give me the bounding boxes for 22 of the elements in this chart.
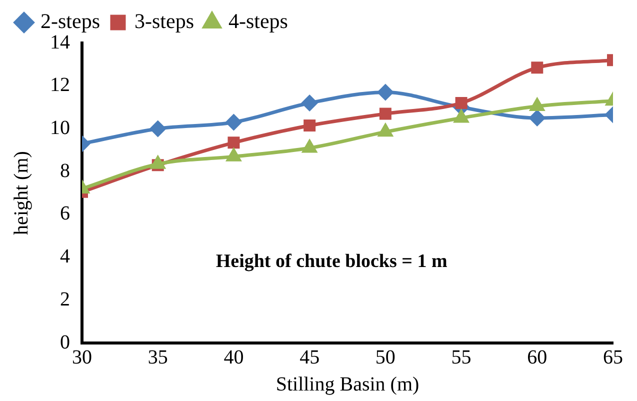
legend-label: 3-steps [134, 9, 194, 34]
x-tick-label: 35 [148, 346, 168, 368]
y-tick-label: 4 [60, 246, 70, 268]
y-tick-label: 10 [50, 116, 70, 139]
y-axis-title: height (m) [10, 151, 32, 235]
x-tick-label: 60 [527, 346, 548, 368]
legend-label: 4-steps [228, 9, 288, 34]
x-tick-label: 65 [603, 346, 623, 368]
annotation: Height of chute blocks = 1 m [216, 250, 448, 272]
x-tick-label: 55 [451, 346, 472, 368]
y-tick-label: 14 [50, 31, 70, 54]
x-axis-title: Stilling Basin (m) [276, 373, 420, 396]
y-tick-label: 6 [60, 202, 70, 225]
y-tick-label: 8 [60, 160, 70, 182]
legend-label: 2-steps [40, 9, 100, 34]
x-tick-label: 30 [72, 346, 92, 368]
y-tick-label: 2 [60, 288, 70, 310]
y-tick-label: 12 [50, 74, 70, 96]
x-tick-label: 40 [224, 346, 244, 368]
x-tick-label: 50 [375, 346, 396, 368]
y-tick-label: 0 [60, 331, 70, 354]
x-tick-label: 45 [300, 346, 320, 368]
